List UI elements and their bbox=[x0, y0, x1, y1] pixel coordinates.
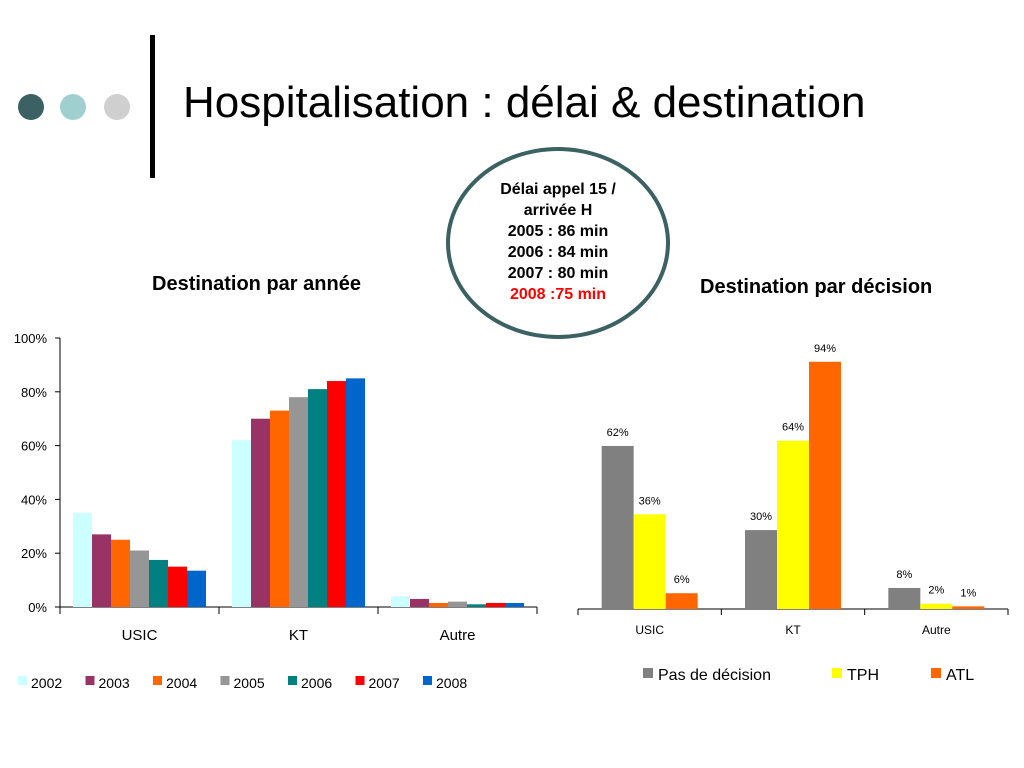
bar-kt-2008 bbox=[346, 378, 365, 607]
bar-autre-2007 bbox=[486, 602, 505, 607]
data-label-usic-pas-de-d-cision: 62% bbox=[607, 427, 629, 439]
data-label-kt-tph: 64% bbox=[782, 422, 804, 434]
data-label-autre-atl: 1% bbox=[960, 587, 976, 599]
delay-line-highlight: 2008 :75 min bbox=[509, 286, 607, 303]
legend-swatch-2002 bbox=[18, 676, 27, 685]
x-category-label-by-decision: KT bbox=[785, 623, 801, 637]
bar-usic-2006 bbox=[149, 559, 168, 607]
legend-swatch-2006 bbox=[288, 676, 297, 685]
legend-swatch-2007 bbox=[355, 676, 365, 685]
y-tick-label-by-year: 80% bbox=[21, 385, 47, 400]
bar-autre-2006 bbox=[467, 604, 486, 607]
bar-usic-2002 bbox=[73, 512, 92, 607]
delay-line-1: Délai appel 15 / bbox=[500, 181, 616, 198]
legend-label-2006: 2006 bbox=[301, 675, 332, 691]
y-tick-label-by-year: 40% bbox=[21, 492, 47, 507]
bar-autre-tph bbox=[920, 603, 953, 609]
bar-usic-tph bbox=[633, 514, 666, 609]
legend-label-2003: 2003 bbox=[99, 675, 130, 691]
legend-label-pas-de-d-cision: Pas de décision bbox=[658, 667, 771, 684]
bar-kt-2005 bbox=[289, 397, 308, 607]
bar-autre-2003 bbox=[410, 598, 429, 607]
bar-usic-2003 bbox=[92, 534, 111, 607]
delay-line-4: 2006 : 84 min bbox=[507, 244, 609, 261]
data-label-autre-tph: 2% bbox=[928, 585, 944, 597]
data-label-autre-pas-de-d-cision: 8% bbox=[896, 569, 912, 581]
legend-label-2002: 2002 bbox=[31, 675, 62, 691]
y-tick-label-by-year: 20% bbox=[21, 546, 47, 561]
bar-usic-2004 bbox=[111, 539, 130, 607]
chart-title-by-decision: Destination par décision bbox=[700, 276, 933, 298]
bar-kt-2006 bbox=[308, 389, 327, 607]
x-category-label-by-year: USIC bbox=[122, 627, 158, 644]
x-category-label-by-decision: USIC bbox=[635, 623, 664, 637]
bar-kt-tph bbox=[777, 440, 809, 609]
bar-kt-2003 bbox=[251, 418, 270, 607]
bar-kt-2004 bbox=[270, 410, 289, 607]
bar-kt-2002 bbox=[232, 440, 251, 607]
data-label-kt-atl: 94% bbox=[814, 343, 836, 355]
delay-line-5: 2007 : 80 min bbox=[507, 265, 609, 282]
legend-swatch-2005 bbox=[220, 676, 230, 685]
bar-autre-2002 bbox=[391, 596, 410, 607]
bar-autre-atl bbox=[952, 606, 985, 609]
chart-title-by-year: Destination par année bbox=[152, 273, 361, 295]
legend-swatch-2008 bbox=[423, 676, 432, 685]
legend-swatch-2003 bbox=[85, 676, 95, 685]
delay-callout: Délai appel 15 / arrivée H 2005 : 86 min… bbox=[446, 147, 670, 339]
bar-autre-2005 bbox=[448, 601, 467, 607]
bar-usic-2005 bbox=[130, 550, 149, 607]
delay-line-2: arrivée H bbox=[523, 202, 593, 219]
bar-usic-pas-de-d-cision bbox=[601, 445, 634, 609]
y-tick-label-by-year: 100% bbox=[14, 331, 48, 346]
bar-autre-2004 bbox=[429, 602, 448, 607]
bar-kt-2007 bbox=[327, 381, 346, 607]
y-tick-label-by-year: 0% bbox=[28, 600, 47, 615]
legend-swatch-pas-de-d-cision bbox=[643, 668, 653, 678]
legend-swatch-tph bbox=[832, 668, 842, 678]
legend-label-2008: 2008 bbox=[436, 675, 467, 691]
legend-label-atl: ATL bbox=[946, 667, 974, 684]
legend-label-2007: 2007 bbox=[369, 675, 400, 691]
bar-kt-atl bbox=[809, 361, 841, 609]
legend-swatch-atl bbox=[931, 668, 941, 678]
bar-usic-2008 bbox=[187, 570, 206, 607]
legend-label-tph: TPH bbox=[847, 667, 879, 684]
legend-swatch-2004 bbox=[153, 676, 162, 685]
page-title: Hospitalisation : délai & destination bbox=[183, 78, 866, 127]
bar-usic-2007 bbox=[168, 566, 187, 607]
bar-kt-pas-de-d-cision bbox=[745, 530, 777, 609]
title-divider bbox=[150, 35, 155, 178]
legend-label-2005: 2005 bbox=[234, 675, 265, 691]
bar-autre-pas-de-d-cision bbox=[888, 587, 921, 609]
data-label-usic-atl: 6% bbox=[674, 574, 690, 586]
delay-line-3: 2005 : 86 min bbox=[507, 223, 609, 240]
bar-autre-2008 bbox=[505, 602, 524, 607]
header-dot-1 bbox=[18, 94, 44, 120]
x-category-label-by-decision: Autre bbox=[922, 623, 951, 637]
legend-label-2004: 2004 bbox=[166, 675, 197, 691]
delay-callout-text: Délai appel 15 / arrivée H 2005 : 86 min… bbox=[450, 179, 666, 305]
header-dot-2 bbox=[60, 94, 86, 120]
y-tick-label-by-year: 60% bbox=[21, 439, 47, 454]
data-label-usic-tph: 36% bbox=[639, 495, 661, 507]
x-category-label-by-year: KT bbox=[289, 627, 308, 644]
data-label-kt-pas-de-d-cision: 30% bbox=[750, 511, 772, 523]
header-dot-3 bbox=[104, 94, 130, 120]
x-category-label-by-year: Autre bbox=[440, 627, 476, 644]
bar-usic-atl bbox=[665, 593, 698, 609]
